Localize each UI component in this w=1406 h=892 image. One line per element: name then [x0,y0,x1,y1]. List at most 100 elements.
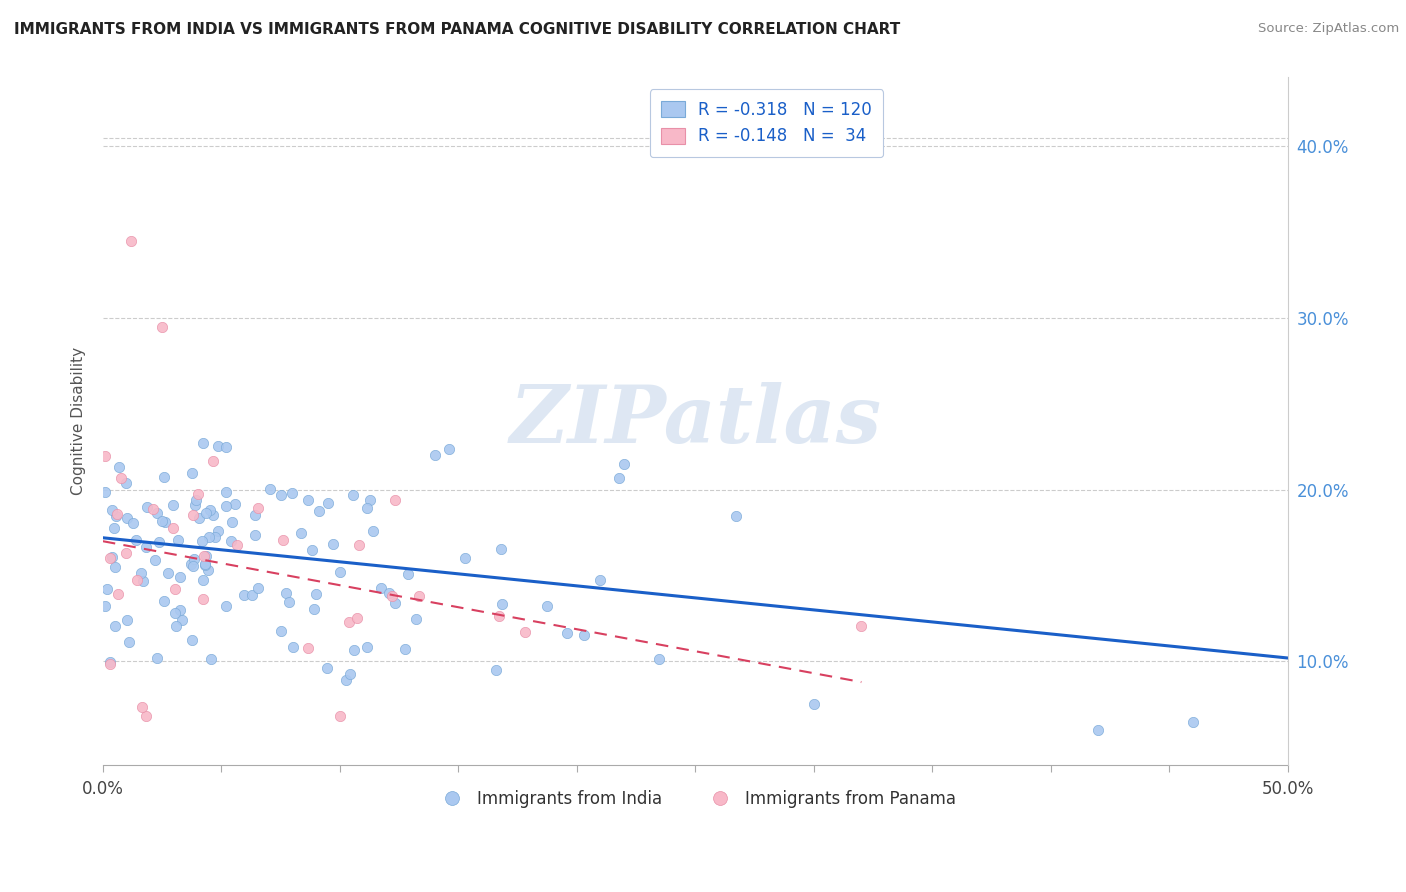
Point [162,498,184,512]
Point [297,492,319,507]
Point [207,524,229,539]
Point [167,533,190,548]
Point [94,599,117,614]
Point [115,511,138,525]
Point [142,502,165,516]
Point [302,601,325,615]
Point [225,538,247,552]
Point [148,535,170,549]
Point [454,551,477,566]
Point [108,459,131,474]
Point [337,615,360,630]
Point [346,611,368,625]
Point [187,511,209,525]
Point [214,500,236,514]
Point [150,514,173,528]
Point [191,435,214,450]
Point [94,485,117,500]
Point [98,657,121,671]
Point [191,591,214,606]
Point [190,533,212,548]
Point [361,524,384,538]
Point [322,537,344,551]
Point [276,586,298,600]
Point [132,574,155,588]
Point [202,508,225,523]
Point [219,534,242,549]
Point [180,557,202,571]
Point [118,634,141,648]
Point [127,573,149,587]
Point [180,467,202,481]
Point [204,529,226,543]
Point [613,457,636,471]
Point [96,582,118,596]
Point [198,530,221,544]
Point [329,709,352,723]
Point [243,508,266,522]
Point [129,566,152,580]
Point [156,566,179,581]
Point [280,486,302,500]
Point [356,501,378,516]
Point [240,588,263,602]
Text: Source: ZipAtlas.com: Source: ZipAtlas.com [1258,22,1399,36]
Point [356,640,378,654]
Point [136,500,159,515]
Point [491,597,513,611]
Point [200,652,222,666]
Point [607,471,630,485]
Point [98,655,121,669]
Point [305,587,328,601]
Point [101,503,124,517]
Point [215,485,238,500]
Point [110,470,132,484]
Point [105,507,128,521]
Point [98,551,121,566]
Point [183,559,205,574]
Point [198,503,221,517]
Point [224,497,246,511]
Point [125,533,148,548]
Point [150,319,173,334]
Point [803,698,825,712]
Point [342,488,364,502]
Point [247,581,270,595]
Point [180,633,202,648]
Point [131,699,153,714]
Point [290,526,312,541]
Point [104,618,127,632]
Point [169,569,191,583]
Point [117,613,139,627]
Point [589,574,612,588]
Point [343,643,366,657]
Point [370,581,392,595]
Point [135,709,157,723]
Point [329,565,352,579]
Point [308,504,330,518]
Point [162,521,184,535]
Point [271,533,294,548]
Point [259,482,281,496]
Point [145,651,167,665]
Point [377,586,399,600]
Point [270,624,292,638]
Point [405,612,427,626]
Point [153,593,176,607]
Point [143,553,166,567]
Point [359,492,381,507]
Point [278,595,301,609]
Point [107,587,129,601]
Point [197,563,219,577]
Point [408,589,430,603]
Point [398,567,420,582]
Point [648,651,671,665]
Point [215,440,238,454]
Point [169,603,191,617]
Point [193,549,215,563]
Point [207,439,229,453]
Point [153,470,176,484]
Point [104,559,127,574]
Point [394,641,416,656]
Point [115,546,138,560]
